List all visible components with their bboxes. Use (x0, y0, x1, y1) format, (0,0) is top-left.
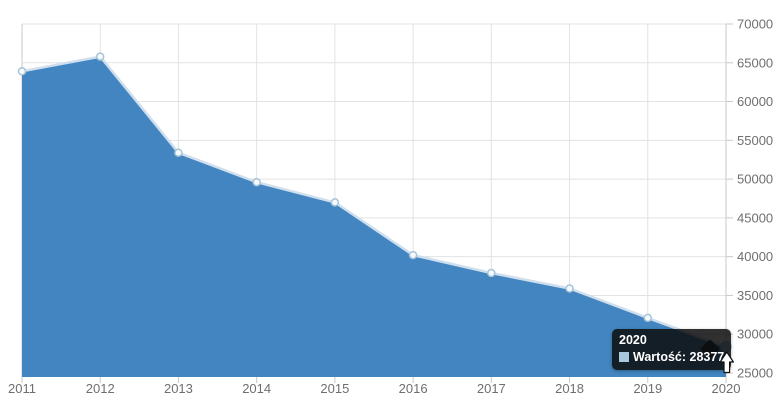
y-tick-label: 40000 (737, 249, 773, 264)
x-tick-label: 2011 (8, 381, 36, 396)
x-tick-label: 2018 (555, 381, 584, 396)
data-point-2012[interactable] (95, 52, 105, 61)
tooltip-value: Wartość: 28377 (633, 350, 725, 364)
tooltip-title: 2020 (619, 333, 647, 347)
x-tick-label: 2015 (320, 381, 349, 396)
y-tick-label: 50000 (737, 172, 773, 187)
y-tick-label: 55000 (737, 133, 773, 148)
x-tick-label: 2014 (242, 381, 271, 396)
data-point-2019[interactable] (643, 313, 653, 323)
data-point-2013[interactable] (174, 148, 183, 157)
data-point-2011[interactable] (17, 67, 27, 76)
data-point-2014[interactable] (252, 177, 261, 187)
x-tick-label: 2012 (86, 381, 115, 396)
y-tick-label: 65000 (737, 55, 773, 70)
data-point-2015[interactable] (330, 198, 340, 207)
x-tick-label: 2013 (164, 381, 193, 396)
series-swatch (619, 352, 629, 362)
data-point-2017[interactable] (487, 268, 496, 278)
y-tick-label: 60000 (737, 94, 773, 109)
y-tick-label: 35000 (737, 288, 773, 303)
tooltip-row: Wartość: 28377 (619, 350, 724, 364)
y-tick-label: 25000 (737, 366, 773, 381)
area-fill (22, 56, 726, 377)
y-tick-label: 30000 (737, 327, 773, 342)
series-line (21, 55, 727, 348)
y-tick-label: 45000 (737, 210, 773, 225)
y-tick-label: 70000 (737, 17, 773, 32)
data-point-2016[interactable] (408, 250, 418, 260)
x-tick-label: 2020 (712, 381, 741, 396)
x-tick-label: 2016 (399, 381, 428, 396)
tooltip: 2020 Wartość: 28377 (612, 329, 732, 370)
data-point-2018[interactable] (565, 284, 574, 293)
x-tick-label: 2017 (477, 381, 506, 396)
x-tick-label: 2019 (633, 381, 662, 396)
